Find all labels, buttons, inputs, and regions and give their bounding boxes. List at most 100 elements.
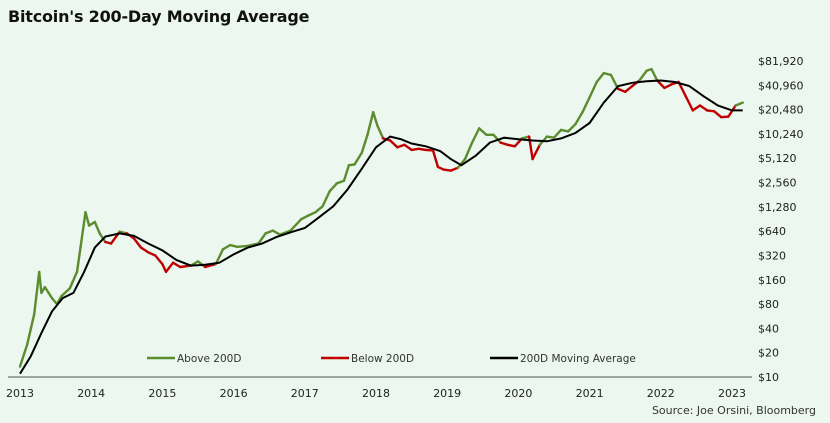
price-segment-below — [531, 143, 541, 161]
price-segment-above — [93, 220, 101, 235]
price-segment-below — [161, 262, 168, 274]
x-tick-label: 2023 — [718, 387, 746, 400]
price-segment-below — [171, 261, 182, 269]
price-segment-above — [68, 270, 79, 290]
price-segment-above — [335, 179, 346, 185]
price-segment-above — [60, 287, 72, 298]
price-segment-above — [214, 248, 225, 266]
price-segment-below — [691, 104, 702, 112]
y-tick-label: $10,240 — [758, 128, 804, 141]
price-segment-below — [403, 143, 413, 152]
y-tick-labels: $81,920 $40,960 $20,480 $10,240 $5,120 $2,560… — [758, 55, 804, 384]
y-tick-label: $10 — [758, 371, 779, 384]
legend-label-below: Below 200D — [351, 353, 414, 365]
price-segment-above — [257, 232, 267, 245]
price-segment-above — [574, 110, 584, 126]
price-segment-below — [146, 251, 157, 257]
price-segment-below — [132, 237, 143, 249]
y-tick-label: $80 — [758, 298, 779, 311]
price-segment-below — [139, 246, 150, 254]
price-segment-above — [478, 127, 488, 137]
legend-label-ma: 200D Moving Average — [520, 353, 636, 365]
price-segment-below — [656, 79, 666, 90]
price-segment-above — [372, 110, 379, 127]
price-segment-below — [506, 143, 516, 148]
price-segment-below — [442, 168, 452, 172]
x-tick-label: 2015 — [148, 387, 176, 400]
price-segment-above — [321, 189, 331, 208]
price-segment-above — [278, 229, 292, 236]
price-segment-above — [650, 67, 659, 82]
price-segment-above — [552, 128, 563, 139]
price-segment-below — [154, 254, 164, 266]
price-segment-below — [424, 148, 435, 152]
price-segment-above — [33, 270, 41, 316]
price-segment-above — [470, 127, 481, 144]
price-segment-above — [559, 128, 570, 133]
y-tick-label: $81,920 — [758, 55, 804, 68]
price-segment-above — [235, 244, 250, 249]
price-segment-below — [684, 94, 694, 112]
x-tick-label: 2022 — [647, 387, 675, 400]
price-segment-above — [25, 313, 36, 347]
y-tick-label: $160 — [758, 274, 786, 287]
y-tick-label: $320 — [758, 249, 786, 262]
price-segment-above — [38, 270, 43, 295]
y-tick-label: $40,960 — [758, 79, 804, 92]
moving-average-line — [19, 79, 743, 375]
price-segment-below — [203, 262, 218, 269]
price-segment-above — [75, 246, 82, 274]
x-tick-label: 2013 — [6, 387, 34, 400]
price-segment-above — [246, 242, 260, 248]
price-segment-above — [463, 141, 474, 161]
x-tick-label: 2018 — [362, 387, 390, 400]
price-segment-above — [520, 135, 531, 140]
price-segment-above — [289, 217, 303, 232]
price-segment-above — [43, 285, 54, 300]
price-segment-below — [624, 84, 634, 94]
price-segment-above — [50, 296, 59, 306]
price-segment-below — [698, 104, 709, 112]
price-segment-below — [616, 87, 627, 94]
y-tick-label: $20 — [758, 347, 779, 360]
price-segment-below — [713, 110, 723, 119]
price-segment-above — [567, 122, 577, 133]
price-segment-above — [79, 210, 87, 249]
price-segment-above — [492, 133, 502, 144]
price-segment-below — [449, 166, 460, 172]
price-segment-above — [602, 71, 613, 77]
price-segment-above — [595, 71, 605, 84]
price-segment-above — [300, 214, 310, 221]
price-segment-below — [431, 149, 440, 169]
x-tick-label: 2019 — [433, 387, 461, 400]
x-tick-label: 2016 — [220, 387, 248, 400]
x-tick-label: 2020 — [504, 387, 532, 400]
price-segment-above — [376, 124, 385, 140]
y-tick-label: $640 — [758, 225, 786, 238]
price-segment-above — [456, 157, 467, 170]
price-segment-above — [264, 229, 274, 235]
price-segment-below — [389, 139, 399, 149]
price-segment-below — [499, 141, 509, 147]
y-tick-label: $20,480 — [758, 104, 804, 117]
y-tick-label: $5,120 — [758, 152, 797, 165]
y-tick-label: $2,560 — [758, 177, 797, 190]
price-segment-above — [221, 243, 232, 251]
price-segment-above — [314, 205, 324, 214]
price-segment-above — [360, 133, 369, 154]
source-note: Source: Joe Orsini, Bloomberg — [651, 404, 816, 417]
legend-label-above: Above 200D — [177, 353, 241, 365]
price-segment-above — [98, 232, 107, 244]
price-segment-above — [581, 96, 591, 114]
price-segment-below — [164, 261, 175, 274]
price-segment-below — [663, 83, 673, 90]
price-segment-above — [342, 163, 351, 182]
legend: Above 200D Below 200D 200D Moving Average — [147, 353, 636, 365]
y-tick-label: $40 — [758, 322, 779, 335]
price-segment-above — [84, 210, 91, 227]
x-tick-label: 2017 — [291, 387, 319, 400]
price-segment-above — [18, 343, 29, 368]
price-segment-below — [396, 143, 406, 149]
price-segment-above — [734, 101, 744, 107]
